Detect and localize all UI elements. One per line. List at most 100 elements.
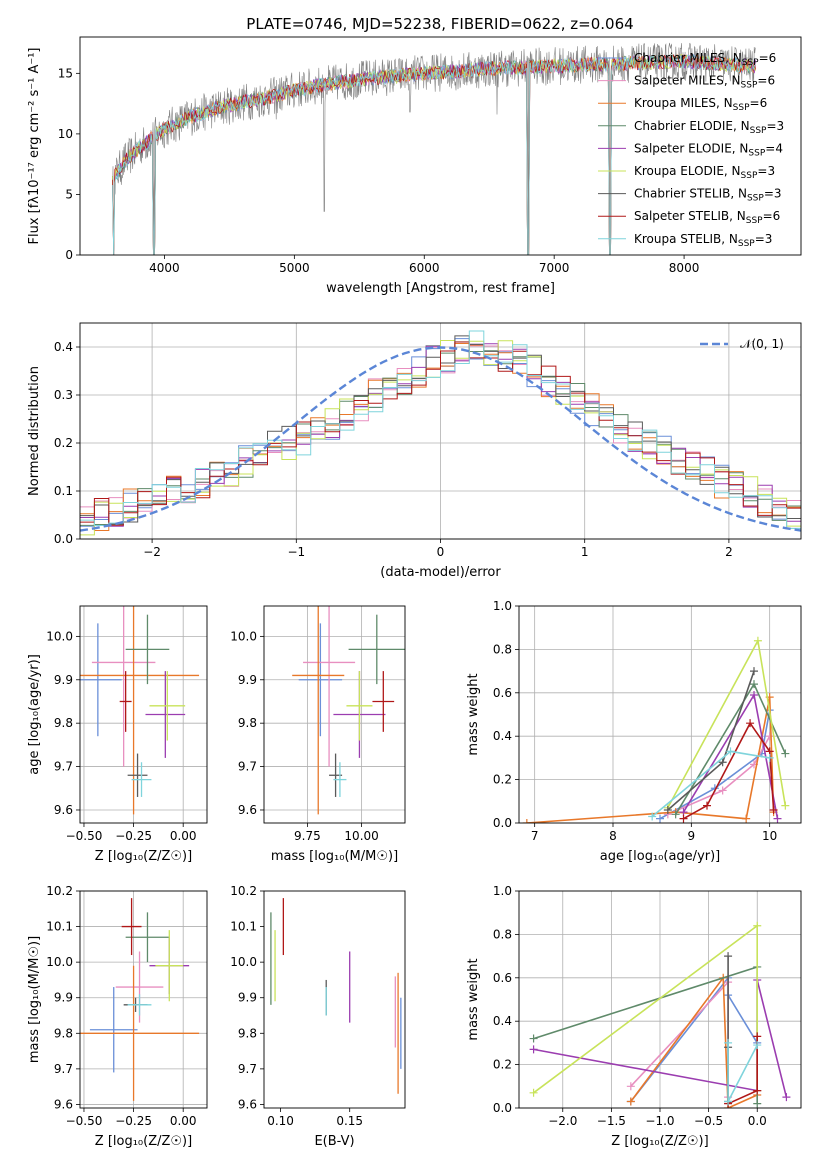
- weight-marker: [765, 753, 774, 762]
- y-tick-label: 1.0: [493, 599, 512, 613]
- spectrum-lines: [112, 42, 756, 255]
- y-tick-label: 9.9: [54, 991, 73, 1005]
- x-tick-label: 10: [762, 829, 777, 843]
- axes-frame: [263, 890, 406, 1109]
- y-tick-label: 9.9: [238, 991, 257, 1005]
- y-tick-label: 0.4: [54, 340, 73, 354]
- weight-marker: [750, 667, 758, 676]
- errorbars: [270, 898, 402, 1094]
- y-tick-label: 10.0: [230, 629, 257, 643]
- y-tick-label: 0.2: [54, 436, 73, 450]
- y-tick-label: 0.0: [54, 532, 73, 546]
- panel-mass-vs-z: −0.50 −0.25 0.00 9.6 9.7 9.8 9.9 10.0 10.1 10.2 Z …: [27, 884, 208, 1149]
- panel-mass-vs-ebv: 0.10 0.15 9.6 9.7 9.8 9.9 10.0 10.1 10.2 E(B-V): [230, 884, 406, 1149]
- legend-label: Kroupa ELODIE, NSSP=3: [634, 164, 775, 181]
- y-tick-label: 0.2: [493, 773, 512, 787]
- weight-marker: [753, 1032, 762, 1041]
- weight-marker: [753, 1086, 762, 1095]
- y-tick-label: 0.8: [493, 642, 512, 656]
- legend-label: Chabrier STELIB, NSSP=3: [634, 187, 782, 204]
- y-axis-label: age [log₁₀(age/yr)]: [27, 654, 42, 775]
- figure-title: PLATE=0746, MJD=52238, FIBERID=0622, z=0…: [246, 15, 633, 33]
- weight-marker: [522, 819, 531, 823]
- weight-marker: [663, 805, 672, 814]
- weight-marker: [529, 1088, 538, 1097]
- y-tick-label: 9.7: [54, 1062, 73, 1076]
- errorbars: [292, 606, 405, 815]
- y-tick-label: 10.1: [230, 920, 257, 934]
- weight-marker: [753, 1099, 762, 1108]
- weight-marker: [648, 812, 657, 821]
- y-tick-label: 10.0: [46, 955, 73, 969]
- y-tick-label: 10.0: [46, 629, 73, 643]
- y-axis-label: Flux [fλ10⁻¹⁷ erg cm⁻² s⁻¹ A⁻¹]: [27, 48, 42, 245]
- weight-marker: [750, 680, 758, 689]
- x-tick-label: −0.25: [115, 1114, 152, 1128]
- x-axis-label: mass [log₁₀(M/M☉)]: [271, 849, 398, 864]
- x-tick-label: −2: [143, 545, 161, 559]
- y-tick-label: 0.3: [54, 388, 73, 402]
- y-tick-label: 0.6: [493, 971, 512, 985]
- weight-marker: [742, 814, 751, 823]
- y-tick-label: 10.2: [230, 884, 257, 898]
- weight-marker: [529, 1034, 538, 1043]
- y-tick-label: 0.2: [493, 1058, 512, 1072]
- weight-marker: [782, 1093, 791, 1102]
- x-tick-label: 8: [609, 829, 617, 843]
- legend-label: Chabrier MILES, NSSP=6: [634, 51, 776, 68]
- y-tick-label: 0: [65, 248, 73, 262]
- hist-step-line: [80, 341, 801, 526]
- x-tick-label: −2.0: [548, 1114, 577, 1128]
- weight-marker: [746, 719, 755, 728]
- y-tick-label: 9.8: [238, 1026, 257, 1040]
- spectrum-line: [112, 54, 756, 255]
- x-tick-label: 5000: [279, 261, 310, 275]
- weight-marker: [753, 636, 762, 645]
- x-tick-label: −0.50: [66, 1114, 103, 1128]
- axes-frame: [79, 890, 208, 1109]
- weight-lines: [529, 921, 791, 1108]
- weight-marker: [724, 1038, 733, 1047]
- x-tick-label: 0.00: [170, 829, 197, 843]
- weight-marker: [671, 810, 680, 819]
- x-tick-label: 4000: [149, 261, 180, 275]
- y-tick-label: 10.0: [230, 955, 257, 969]
- weight-marker: [753, 921, 762, 930]
- y-tick-label: 9.8: [54, 1026, 73, 1040]
- errorbars: [80, 606, 200, 815]
- weight-marker: [781, 801, 790, 810]
- legend-label: Kroupa MILES, NSSP=6: [634, 96, 767, 113]
- legend-label: Salpeter STELIB, NSSP=6: [634, 209, 780, 226]
- weight-marker: [765, 732, 774, 741]
- weight-marker: [724, 952, 733, 961]
- y-tick-label: 10.1: [46, 920, 73, 934]
- weight-marker: [726, 747, 735, 756]
- spectrum-line: [112, 54, 756, 255]
- x-tick-label: 2: [725, 545, 733, 559]
- x-tick-label: 1: [581, 545, 589, 559]
- x-axis-label: Z [log₁₀(Z/Z☉)]: [95, 1134, 192, 1149]
- y-tick-label: 9.6: [238, 1097, 257, 1111]
- y-tick-label: 9.6: [54, 803, 73, 817]
- weight-marker: [753, 1041, 762, 1050]
- x-tick-label: −0.50: [66, 829, 103, 843]
- y-tick-label: 0.8: [493, 927, 512, 941]
- x-tick-label: −0.5: [694, 1114, 723, 1128]
- panel-weight-vs-age: 7 8 9 10 0.0 0.2 0.4 0.6 0.8 1.0 age [log₁₀(age/yr…: [466, 599, 802, 864]
- y-tick-label: 5: [65, 187, 73, 201]
- weight-marker: [750, 690, 758, 699]
- x-tick-label: 0.10: [267, 1114, 294, 1128]
- axes-frame: [79, 36, 802, 256]
- axes-frame: [518, 605, 802, 824]
- x-tick-label: 9: [688, 829, 696, 843]
- y-tick-label: 10.2: [46, 884, 73, 898]
- axes-frame: [263, 605, 406, 824]
- x-tick-label: 6000: [409, 261, 440, 275]
- axes-frame: [79, 322, 802, 540]
- y-tick-label: 1.0: [493, 884, 512, 898]
- y-tick-label: 15: [58, 66, 73, 80]
- hist-step-line: [80, 330, 801, 529]
- weight-marker: [529, 1045, 538, 1054]
